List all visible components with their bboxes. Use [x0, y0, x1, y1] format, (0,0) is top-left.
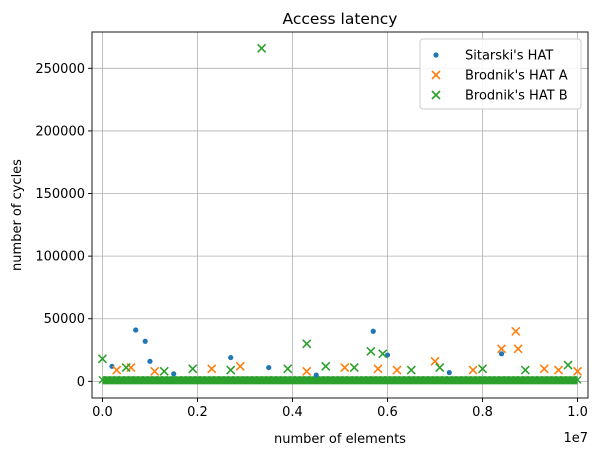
y-tick-label: 200000	[35, 124, 85, 139]
y-axis-ticks: 0 50000 100000 150000 200000 250000	[35, 62, 92, 390]
data-point	[121, 363, 131, 373]
x-tick-label: 0.0	[92, 405, 113, 420]
data-point	[321, 361, 331, 371]
data-point	[97, 354, 108, 364]
data-point	[498, 351, 505, 357]
x-tick-label: 0.2	[187, 405, 208, 420]
data-point	[266, 364, 272, 371]
chart-title: Access latency	[283, 10, 398, 28]
data-point	[340, 363, 350, 373]
data-point	[302, 339, 312, 349]
data-point	[468, 365, 478, 375]
data-point	[147, 358, 153, 364]
data-point	[349, 363, 359, 373]
series-1	[112, 326, 583, 376]
data-point	[159, 366, 169, 376]
data-point	[563, 360, 573, 370]
legend-label: Sitarski's HAT	[465, 49, 553, 64]
data-point	[520, 365, 530, 375]
y-tick-label: 0	[77, 375, 85, 390]
x-axis-ticks: 0.0 0.2 0.4 0.6 0.8 1.0	[92, 398, 588, 420]
data-point	[171, 371, 177, 377]
data-point	[142, 338, 148, 344]
data-point	[511, 326, 521, 336]
y-tick-label: 250000	[35, 62, 85, 77]
band-marker	[573, 375, 582, 384]
data-point	[513, 344, 523, 354]
x-axis-offset-label: 1e7	[563, 431, 588, 446]
plot-frame	[91, 31, 589, 399]
data-point	[378, 349, 388, 359]
data-point	[226, 365, 236, 375]
data-point	[228, 354, 234, 361]
series-0	[109, 327, 505, 378]
legend-marker	[431, 90, 441, 100]
data-point	[435, 363, 445, 373]
legend: Sitarski's HAT Brodnik's HAT A Brodnik's H…	[419, 38, 582, 110]
y-tick-label: 100000	[35, 250, 85, 265]
data-point	[313, 372, 319, 378]
legend-label: Brodnik's HAT B	[465, 89, 568, 104]
x-tick-label: 0.4	[282, 405, 303, 420]
data-point	[150, 366, 160, 376]
data-point	[207, 364, 217, 374]
y-tick-label: 150000	[35, 187, 85, 202]
data-point	[370, 328, 376, 334]
data-point	[235, 361, 245, 371]
data-point	[373, 364, 383, 374]
data-point	[302, 366, 312, 376]
x-axis-label: number of elements	[274, 432, 406, 447]
legend-label: Brodnik's HAT A	[465, 69, 568, 84]
series-2	[97, 43, 573, 376]
data-point	[430, 356, 440, 366]
data-point	[406, 365, 416, 375]
y-axis-label: number of cycles	[10, 159, 25, 271]
legend-marker	[433, 52, 439, 58]
x-tick-label: 1.0	[567, 405, 588, 420]
dense-point-band	[98, 375, 582, 385]
data-point	[572, 366, 583, 376]
legend-marker	[431, 70, 441, 80]
x-tick-label: 0.6	[377, 405, 398, 420]
data-point	[188, 364, 198, 374]
data-point	[366, 346, 376, 356]
data-point	[477, 364, 488, 374]
data-point	[539, 364, 549, 374]
data-points	[97, 43, 583, 378]
legend-box	[419, 38, 582, 110]
data-point	[553, 365, 564, 375]
x-tick-label: 0.8	[472, 405, 493, 420]
data-point	[283, 364, 293, 374]
data-point	[392, 365, 402, 375]
y-tick-label: 50000	[44, 312, 85, 327]
data-point	[496, 344, 507, 354]
data-point	[446, 369, 452, 376]
data-point	[257, 43, 267, 53]
data-point	[112, 365, 122, 375]
data-point	[133, 327, 139, 333]
